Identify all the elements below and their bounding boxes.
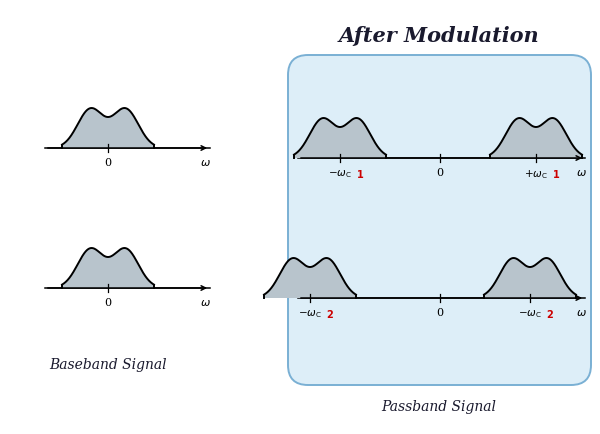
Text: Baseband Signal: Baseband Signal [49,358,167,372]
Polygon shape [294,118,386,158]
Text: $-\omega_{\rm C}$: $-\omega_{\rm C}$ [328,168,352,180]
Text: $\omega$: $\omega$ [200,298,211,308]
Text: After Modulation: After Modulation [338,26,539,46]
Polygon shape [62,108,154,148]
Text: Passband Signal: Passband Signal [382,400,497,414]
Text: $\omega$: $\omega$ [575,168,586,178]
Text: $-\omega_{\rm C}$: $-\omega_{\rm C}$ [298,308,322,320]
Text: $\bf{1}$: $\bf{1}$ [356,168,364,180]
Text: $+\omega_{\rm C}$: $+\omega_{\rm C}$ [524,168,548,181]
Text: 0: 0 [104,298,112,308]
Text: $\bf{2}$: $\bf{2}$ [326,308,334,320]
Text: $\omega$: $\omega$ [200,158,211,168]
Text: $\bf{1}$: $\bf{1}$ [552,168,560,180]
Polygon shape [490,118,582,158]
Polygon shape [484,258,576,298]
Polygon shape [264,258,356,298]
Text: $\omega$: $\omega$ [575,308,586,318]
Text: 0: 0 [436,308,443,318]
Text: 0: 0 [436,168,443,178]
FancyBboxPatch shape [288,55,591,385]
Text: $-\omega_{\rm C}$: $-\omega_{\rm C}$ [518,308,542,320]
Polygon shape [62,248,154,288]
Text: $\bf{2}$: $\bf{2}$ [546,308,554,320]
Text: 0: 0 [104,158,112,168]
